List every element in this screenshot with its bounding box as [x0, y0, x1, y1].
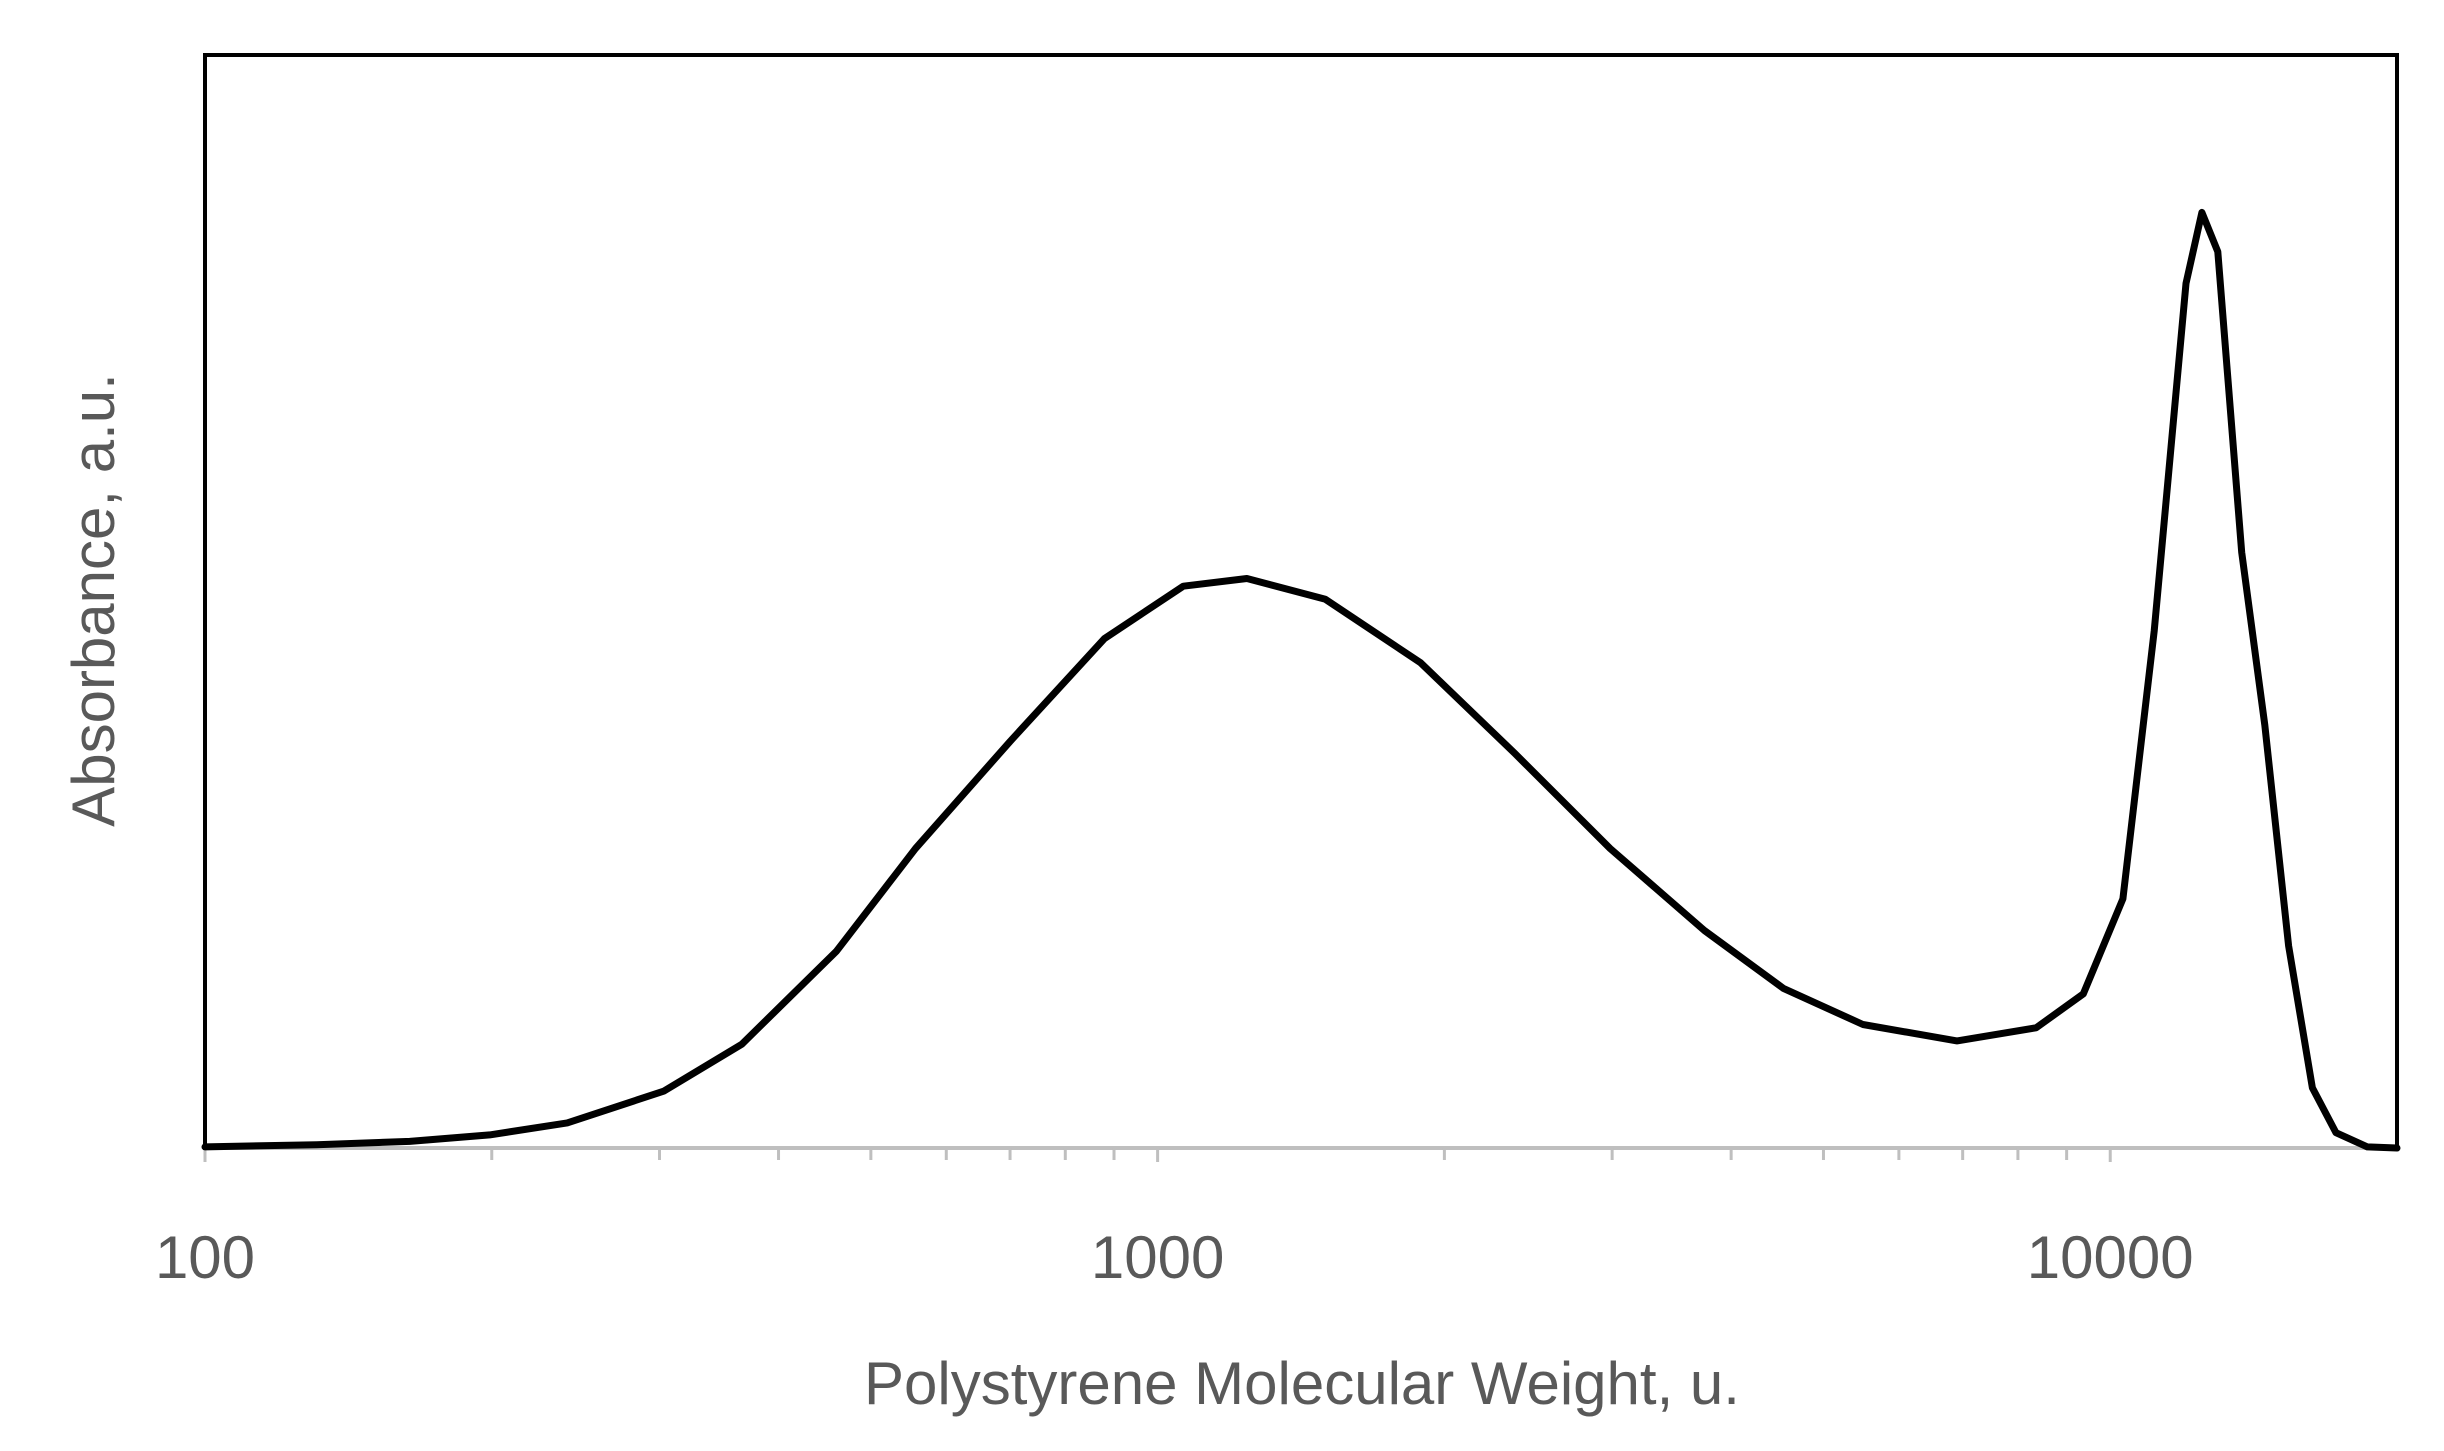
x-tick-label: 10000	[2027, 1224, 2194, 1291]
x-tick-label: 100	[155, 1224, 255, 1291]
data-line	[201, 208, 2401, 1152]
y-axis-label: Absorbance, a.u.	[60, 373, 127, 827]
x-tick-label: 1000	[1091, 1224, 1224, 1291]
x-axis-label: Polystyrene Molecular Weight, u.	[864, 1350, 1740, 1417]
